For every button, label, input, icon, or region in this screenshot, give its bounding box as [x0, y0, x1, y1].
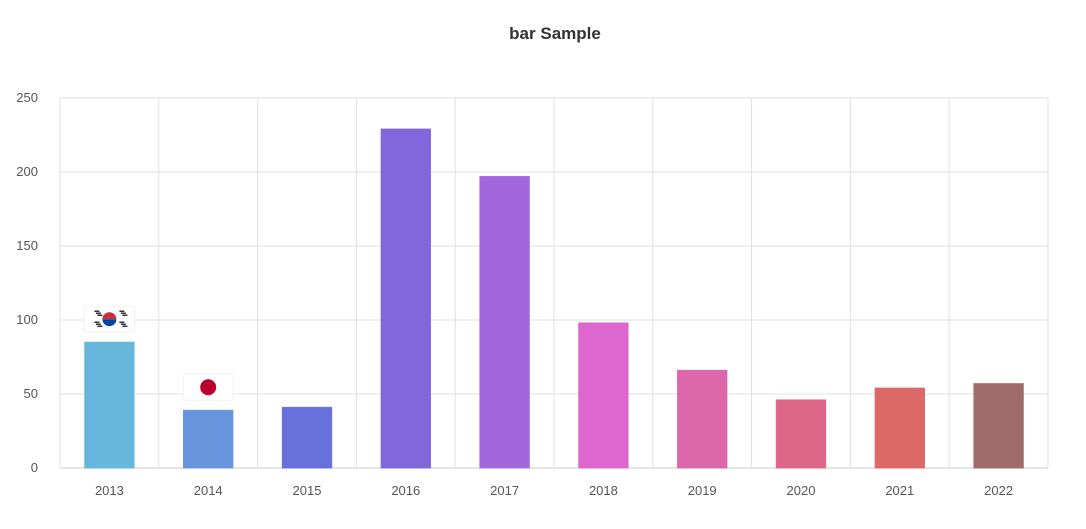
- y-tick-label: 0: [31, 460, 38, 475]
- bar-2016[interactable]: [380, 128, 432, 469]
- flag-annotations: [83, 305, 234, 401]
- bar-2021[interactable]: [874, 387, 925, 469]
- bar-2014[interactable]: [183, 409, 234, 469]
- south-korea-flag-icon: [83, 305, 135, 333]
- x-tick-label: 2021: [885, 483, 914, 498]
- y-tick-label: 50: [24, 386, 38, 401]
- chart-title: bar Sample: [509, 24, 601, 43]
- bar-2013[interactable]: [84, 341, 135, 469]
- bar-2020[interactable]: [775, 399, 827, 469]
- x-tick-label: 2022: [984, 483, 1013, 498]
- bar-2015[interactable]: [281, 406, 333, 469]
- x-tick-label: 2018: [589, 483, 618, 498]
- x-tick-label: 2016: [391, 483, 420, 498]
- y-tick-label: 150: [16, 238, 38, 253]
- y-tick-label: 100: [16, 312, 38, 327]
- x-tick-label: 2017: [490, 483, 519, 498]
- bar-2017[interactable]: [479, 175, 530, 469]
- japan-flag-icon: [182, 373, 234, 401]
- grid: [59, 97, 1049, 469]
- bar-2019[interactable]: [677, 369, 728, 469]
- x-tick-label: 2015: [293, 483, 322, 498]
- bar-2022[interactable]: [973, 383, 1024, 469]
- x-tick-label: 2013: [95, 483, 124, 498]
- x-tick-label: 2014: [194, 483, 223, 498]
- y-tick-label: 200: [16, 164, 38, 179]
- y-axis-ticks: 0 50 100 150 200 250: [16, 90, 38, 475]
- bars: [84, 128, 1024, 469]
- y-tick-label: 250: [16, 90, 38, 105]
- bar-2018[interactable]: [578, 322, 629, 469]
- x-tick-label: 2019: [688, 483, 717, 498]
- x-tick-label: 2020: [787, 483, 816, 498]
- x-axis-ticks: 2013 2014 2015 2016 2017 2018 2019 2020 2021 2022: [95, 483, 1013, 498]
